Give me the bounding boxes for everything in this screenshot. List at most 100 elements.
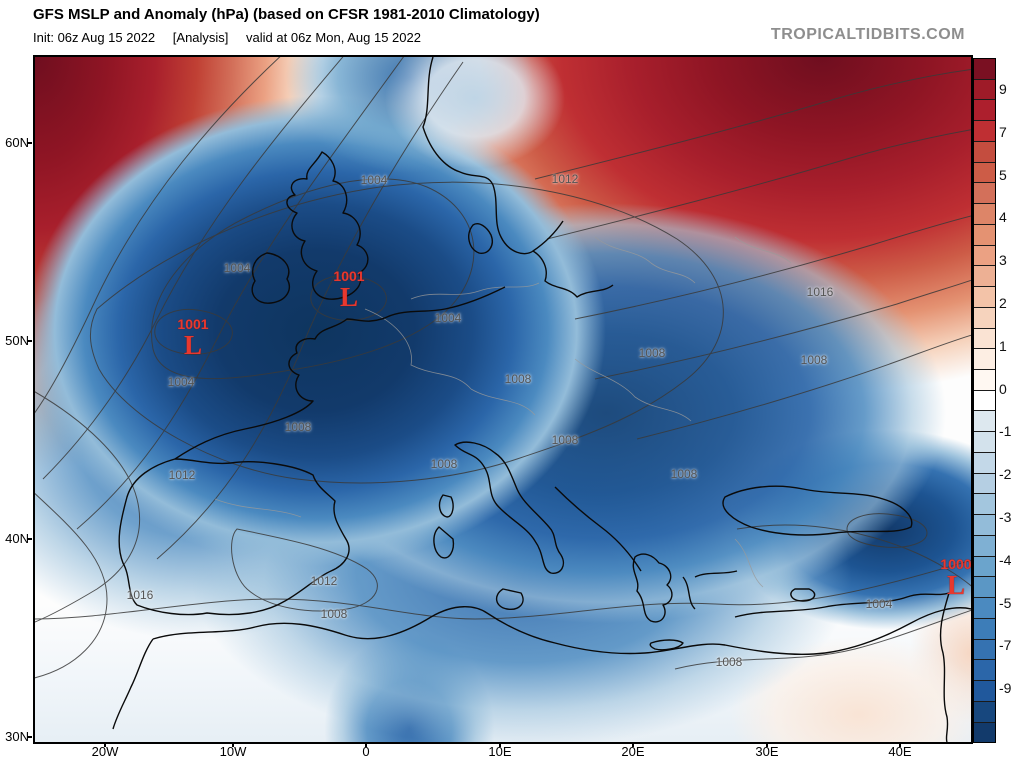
colorbar-cell <box>974 535 995 557</box>
colorbar-tick-label: -3 <box>999 509 1012 525</box>
contour-label: 1012 <box>168 468 196 482</box>
colorbar-tick-label: 7 <box>999 123 1007 140</box>
colorbar-cell <box>974 224 995 246</box>
colorbar-tick-label: 5 <box>999 166 1007 183</box>
colorbar-tick-label: -5 <box>999 594 1012 611</box>
contour-label: 1008 <box>504 372 532 386</box>
lon-label: 10W <box>219 744 247 757</box>
colorbar-cell <box>974 515 995 536</box>
colorbar-cell <box>974 183 995 205</box>
contour-label: 1008 <box>320 607 348 621</box>
colorbar-tick-label: 4 <box>999 209 1007 226</box>
colorbar-tick-label: -7 <box>999 637 1012 654</box>
colorbar-cell <box>974 266 995 288</box>
lon-label: 40E <box>888 744 912 757</box>
contour-label: 1008 <box>551 433 579 447</box>
colorbar-cell <box>974 287 995 308</box>
lat-label: 50N <box>5 333 29 348</box>
pressure-center: 1000 L <box>940 557 971 599</box>
pressure-value: 1001 <box>177 316 209 332</box>
colorbar-cell <box>974 432 995 453</box>
lon-label: 10E <box>488 744 512 757</box>
colorbar-tick-label: -1 <box>999 423 1012 440</box>
anomaly-colorbar <box>973 58 996 743</box>
colorbar-cell <box>974 141 995 163</box>
colorbar-cell <box>974 494 995 516</box>
colorbar-cell <box>974 598 995 619</box>
pressure-value: 1000 <box>940 556 972 572</box>
map-canvas: 1004 1012 1016 1008 1004 1004 1004 1008 1008 1008… <box>33 55 973 744</box>
pressure-center: 1001 L <box>333 269 364 311</box>
colorbar-tick-label: -2 <box>999 466 1012 483</box>
contour-label: 1008 <box>284 420 312 434</box>
colorbar-cell <box>974 473 995 495</box>
colorbar-cell <box>974 577 995 599</box>
colorbar-cell <box>974 79 995 101</box>
colorbar-cell <box>974 328 995 350</box>
analysis-label: [Analysis] <box>172 30 229 45</box>
lon-label: 0 <box>362 744 370 757</box>
colorbar-cell <box>974 349 995 371</box>
low-center-symbol: L <box>183 330 202 360</box>
contour-label: 1008 <box>430 457 458 471</box>
colorbar-cell <box>974 681 995 702</box>
contour-label: 1008 <box>715 655 743 669</box>
lat-tick <box>27 340 32 342</box>
lon-tick <box>365 742 367 747</box>
contour-label: 1012 <box>551 172 579 186</box>
colorbar-cell <box>974 370 995 391</box>
contour-label: 1004 <box>360 173 388 187</box>
pressure-value: 1001 <box>333 268 365 284</box>
lon-label: 30E <box>755 744 779 757</box>
colorbar-cell <box>974 660 995 682</box>
brand-watermark: TROPICALTIDBITS.COM <box>770 26 965 43</box>
colorbar-cell <box>974 618 995 640</box>
contour-label: 1016 <box>126 588 154 602</box>
contour-label: 1016 <box>806 285 834 299</box>
colorbar-tick-label: 0 <box>999 380 1007 397</box>
contour-label: 1004 <box>434 311 462 325</box>
lon-label: 20W <box>91 744 119 757</box>
pressure-center: 1001 L <box>177 317 208 359</box>
colorbar-cell <box>974 307 995 329</box>
contour-label: 1012 <box>310 574 338 588</box>
contour-label: 1004 <box>223 261 251 275</box>
isobar-contours <box>35 57 971 679</box>
contour-label: 1008 <box>638 346 666 360</box>
colorbar-tick-label: 2 <box>999 295 1007 311</box>
colorbar-cell <box>974 722 995 743</box>
colorbar-tick-label: 3 <box>999 252 1007 269</box>
run-info: Init: 06z Aug 15 2022 [Analysis] valid a… <box>33 30 435 45</box>
low-center-symbol: L <box>946 570 965 600</box>
lon-tick <box>499 742 501 747</box>
lon-tick <box>899 742 901 747</box>
lat-label: 60N <box>5 135 29 150</box>
contour-label: 1004 <box>167 375 195 389</box>
colorbar-cell <box>974 162 995 184</box>
colorbar-cell <box>974 701 995 723</box>
colorbar-cell <box>974 556 995 578</box>
colorbar-tick-label: -9 <box>999 680 1012 697</box>
colorbar-tick-label: -4 <box>999 551 1012 568</box>
colorbar-cell <box>974 121 995 142</box>
coastlines <box>112 57 971 742</box>
colorbar-cell <box>974 452 995 474</box>
contour-label: 1008 <box>670 467 698 481</box>
colorbar-cell <box>974 390 995 412</box>
colorbar-cell <box>974 411 995 433</box>
colorbar-cell <box>974 100 995 122</box>
contour-label: 1004 <box>865 597 893 611</box>
lat-tick <box>27 142 32 144</box>
lat-label: 30N <box>5 729 29 744</box>
colorbar-cell <box>974 59 995 80</box>
lon-tick <box>104 742 106 747</box>
country-borders <box>214 236 792 588</box>
low-center-symbol: L <box>339 282 358 312</box>
map-overlay <box>35 57 971 742</box>
lon-label: 20E <box>621 744 645 757</box>
lat-label: 40N <box>5 531 29 546</box>
lon-tick <box>232 742 234 747</box>
lon-tick <box>632 742 634 747</box>
lon-tick <box>766 742 768 747</box>
